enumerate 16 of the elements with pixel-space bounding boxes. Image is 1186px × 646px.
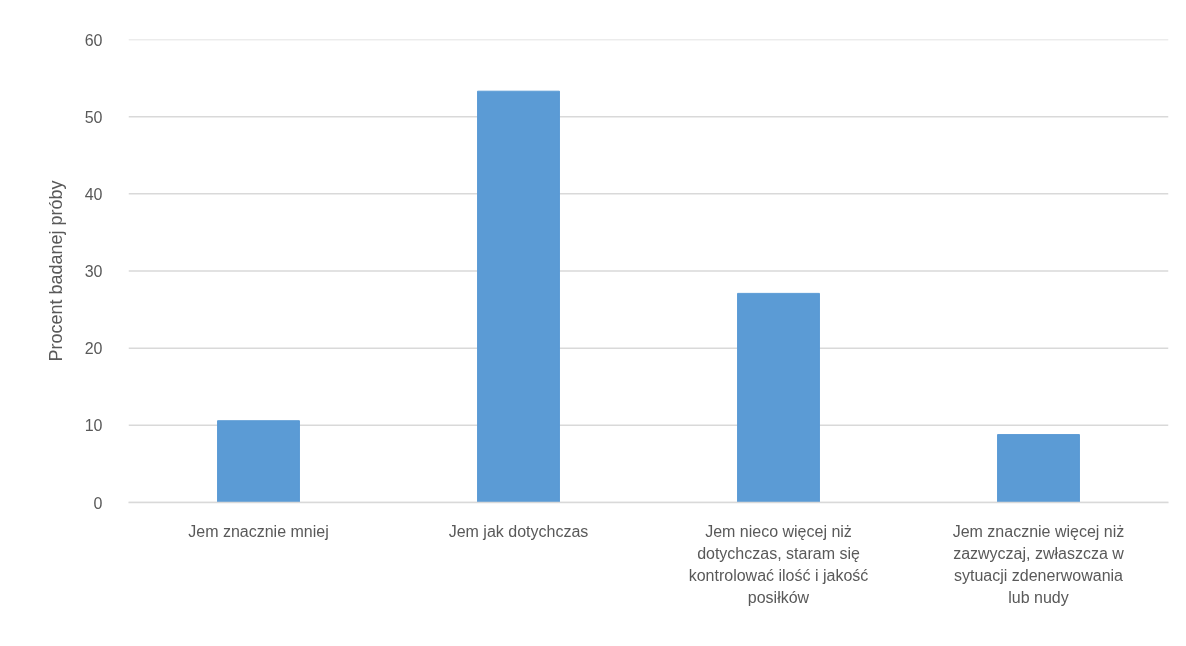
x-tick-label: Jem znacznie mniej bbox=[188, 522, 329, 540]
bar bbox=[477, 90, 560, 503]
x-tick-label: Jem znacznie więcej niż zazwyczaj, zwłaszcza w sytuacji zdenerwowania lub nudy bbox=[952, 522, 1125, 606]
y-axis-title: Procent badanej próby bbox=[45, 180, 66, 362]
y-tick-label: 40 bbox=[84, 185, 103, 203]
x-tick-label: Jem jak dotychczas bbox=[448, 522, 589, 540]
y-tick-label: 30 bbox=[84, 263, 103, 280]
y-tick-label: 0 bbox=[93, 494, 103, 512]
x-tick-label: Jem nieco więcej niż dotychczas, staram się kontrolować ilość i jakość posiłków bbox=[688, 522, 869, 606]
y-tick-label: 20 bbox=[84, 340, 103, 358]
bar bbox=[217, 420, 300, 503]
bar bbox=[737, 292, 820, 503]
y-tick-label: 50 bbox=[84, 108, 103, 126]
y-tick-label: 10 bbox=[84, 417, 103, 435]
bar bbox=[997, 434, 1080, 503]
y-tick-label: 60 bbox=[84, 31, 103, 49]
